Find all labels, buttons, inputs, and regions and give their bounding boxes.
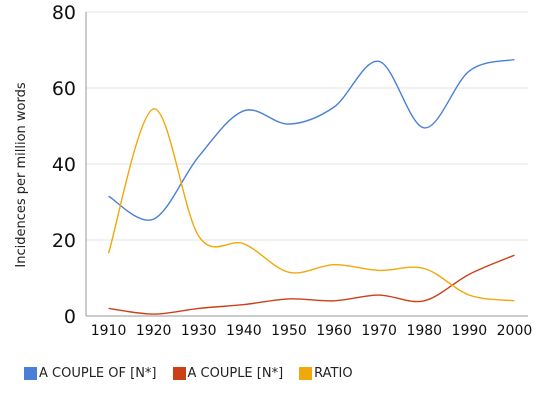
series-line-1 [108, 58, 515, 221]
legend-label: A COUPLE OF [N*] [39, 366, 157, 381]
series-line-2 [108, 254, 515, 315]
legend-label: RATIO [314, 366, 353, 381]
y-tick-label: 60 [52, 78, 76, 100]
x-tick-label: 1910 [91, 323, 127, 339]
series-line-3 [107, 108, 515, 302]
y-tick-label: 40 [52, 154, 76, 176]
gridlines [86, 11, 528, 241]
x-tick-label: 1950 [271, 323, 307, 339]
x-tick-label: 1990 [452, 323, 488, 339]
legend-item-a-couple-of: A COUPLE OF [N*] [24, 366, 157, 381]
axes [85, 12, 528, 317]
x-tick-label: 1960 [316, 323, 352, 339]
y-tick-label: 80 [52, 2, 76, 24]
legend-item-ratio: RATIO [299, 366, 353, 381]
series-lines [107, 58, 515, 315]
legend-swatch [172, 367, 186, 380]
y-tick-label: 20 [52, 230, 76, 252]
legend-swatch [24, 367, 37, 380]
y-axis-label: Incidences per million words [14, 82, 29, 267]
legend-item-a-couple: A COUPLE [N*] [172, 366, 284, 381]
x-tick-label: 1920 [136, 323, 172, 339]
legend: A COUPLE OF [N*] A COUPLE [N*] RATIO [24, 366, 369, 381]
x-tick-label: 2000 [497, 323, 533, 339]
y-tick-labels: 0 20 40 60 80 [52, 2, 76, 328]
x-tick-label: 1970 [361, 323, 397, 339]
legend-label: A COUPLE [N*] [187, 366, 284, 381]
x-tick-label: 1940 [226, 323, 262, 339]
x-tick-label: 1930 [181, 323, 217, 339]
x-tick-label: 1980 [406, 323, 442, 339]
legend-swatch [299, 367, 313, 380]
x-tick-labels: 1910 1920 1930 1940 1950 1960 1970 1980 1990 2000 [91, 323, 533, 339]
y-tick-label: 0 [64, 306, 76, 328]
